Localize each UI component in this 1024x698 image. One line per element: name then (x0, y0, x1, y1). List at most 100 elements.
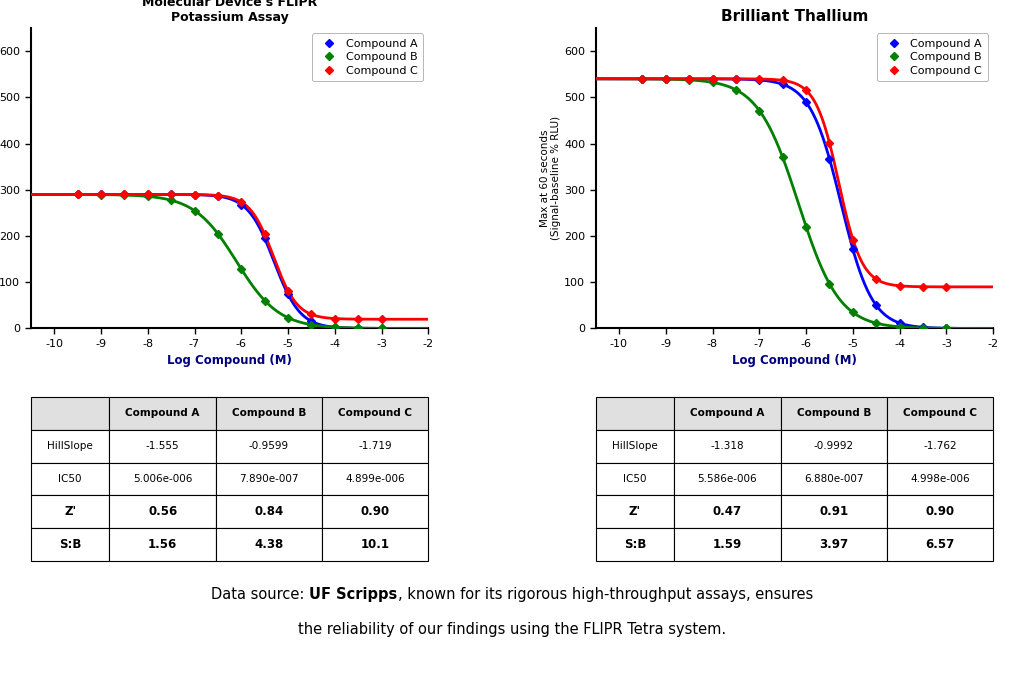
Compound A (776, 80, 788, 89)
Compound A (352, 324, 365, 332)
Compound B (305, 320, 317, 329)
Compound C (870, 275, 883, 283)
Compound A (282, 290, 294, 299)
Compound C (823, 139, 836, 147)
Compound B (95, 191, 108, 199)
Compound A (258, 235, 270, 243)
Compound C (72, 190, 84, 198)
Compound A (800, 98, 812, 106)
Compound C (683, 75, 695, 83)
Compound B (188, 207, 201, 215)
Compound C (847, 235, 859, 244)
Compound B (847, 309, 859, 317)
Y-axis label: Max at 60 seconds
(Signal-baseline % RLU): Max at 60 seconds (Signal-baseline % RLU… (540, 116, 561, 240)
Compound A (707, 75, 719, 83)
Compound C (305, 310, 317, 318)
Compound B (870, 319, 883, 327)
Line: Compound C: Compound C (75, 191, 385, 322)
Compound A (376, 325, 388, 333)
Text: Data source:: Data source: (211, 587, 309, 602)
Compound B (118, 191, 130, 199)
Compound C (188, 191, 201, 199)
X-axis label: Log Compound (M): Log Compound (M) (167, 355, 292, 367)
Legend: Compound A, Compound B, Compound C: Compound A, Compound B, Compound C (312, 34, 423, 81)
Compound B (141, 192, 154, 200)
Compound A (188, 191, 201, 199)
Line: Compound C: Compound C (639, 75, 949, 290)
Compound C (776, 76, 788, 84)
Compound B (258, 297, 270, 305)
Compound A (894, 319, 906, 327)
Compound C (916, 283, 929, 291)
X-axis label: Log Compound (M): Log Compound (M) (732, 355, 857, 367)
Line: Compound B: Compound B (75, 191, 385, 332)
Compound B (823, 280, 836, 288)
Compound B (212, 230, 224, 238)
Compound C (118, 190, 130, 198)
Compound B (730, 86, 742, 94)
Compound C (376, 315, 388, 323)
Line: Compound A: Compound A (639, 75, 949, 332)
Compound C (329, 314, 341, 322)
Compound A (636, 75, 648, 83)
Compound B (800, 223, 812, 231)
Compound C (730, 75, 742, 83)
Compound A (754, 76, 766, 84)
Compound B (376, 324, 388, 332)
Compound B (659, 75, 672, 83)
Compound B (940, 324, 952, 332)
Compound A (95, 190, 108, 198)
Compound C (707, 75, 719, 83)
Title: Molecular Device's FLIPR
Potassium Assay: Molecular Device's FLIPR Potassium Assay (142, 0, 317, 24)
Compound C (940, 283, 952, 291)
Compound C (352, 315, 365, 323)
Compound B (72, 191, 84, 199)
Compound C (258, 230, 270, 239)
Compound C (236, 198, 248, 206)
Compound C (95, 190, 108, 198)
Compound B (683, 76, 695, 84)
Compound A (940, 324, 952, 332)
Compound A (118, 191, 130, 199)
Compound C (165, 191, 177, 199)
Compound B (636, 75, 648, 83)
Compound B (916, 324, 929, 332)
Text: the reliability of our findings using the FLIPR Tetra system.: the reliability of our findings using th… (298, 622, 726, 637)
Title: Brilliant Thallium: Brilliant Thallium (721, 9, 868, 24)
Compound B (236, 265, 248, 273)
Compound A (870, 302, 883, 310)
Text: UF Scripps: UF Scripps (309, 587, 397, 602)
Compound B (282, 313, 294, 322)
Compound A (141, 191, 154, 199)
Compound C (212, 191, 224, 200)
Compound A (236, 200, 248, 209)
Compound A (823, 155, 836, 163)
Compound B (329, 323, 341, 332)
Compound A (730, 75, 742, 83)
Compound B (754, 106, 766, 114)
Compound B (352, 324, 365, 332)
Compound A (683, 75, 695, 83)
Compound A (916, 323, 929, 332)
Compound B (894, 322, 906, 331)
Compound C (141, 191, 154, 199)
Compound A (659, 75, 672, 83)
Compound C (754, 75, 766, 83)
Line: Compound A: Compound A (75, 191, 385, 332)
Text: , known for its rigorous high-throughput assays, ensures: , known for its rigorous high-throughput… (397, 587, 813, 602)
Compound A (212, 192, 224, 200)
Line: Compound B: Compound B (639, 76, 949, 332)
Legend: Compound A, Compound B, Compound C: Compound A, Compound B, Compound C (878, 34, 988, 81)
Compound A (329, 323, 341, 332)
Compound B (707, 78, 719, 87)
Compound B (776, 154, 788, 162)
Compound A (847, 245, 859, 253)
Compound C (282, 287, 294, 295)
Compound C (659, 75, 672, 83)
Compound A (165, 191, 177, 199)
Compound B (165, 196, 177, 205)
Compound C (800, 86, 812, 94)
Compound A (305, 317, 317, 325)
Compound A (72, 190, 84, 198)
Compound C (894, 281, 906, 290)
